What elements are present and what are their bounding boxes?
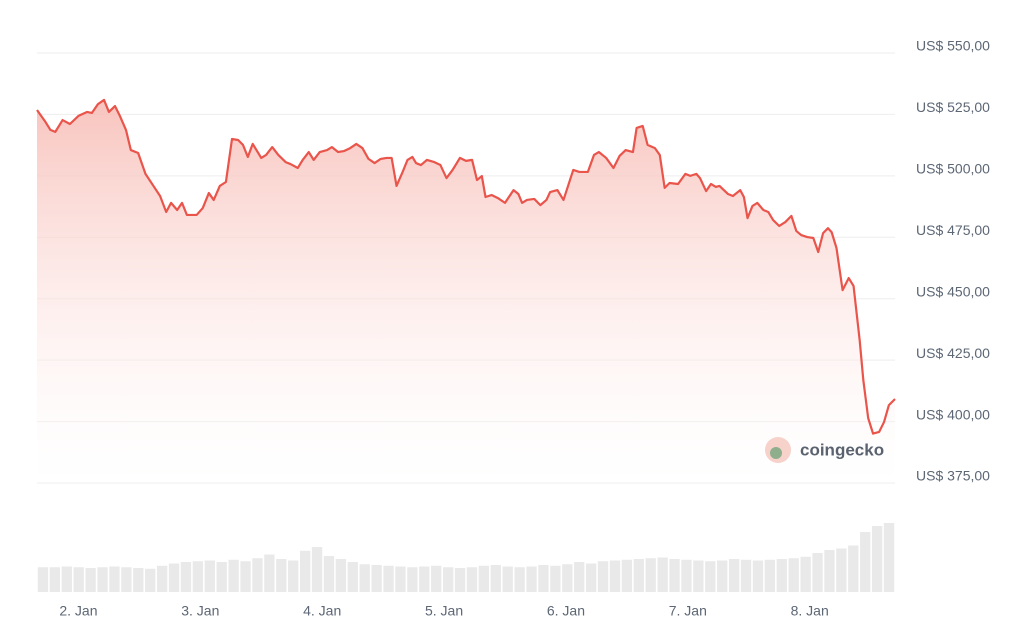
x-tick-label: 5. Jan xyxy=(425,603,463,619)
volume-bar xyxy=(216,562,227,592)
volume-bar xyxy=(800,556,811,592)
y-tick-label: US$ 500,00 xyxy=(916,161,990,177)
volume-bar xyxy=(359,564,370,592)
y-tick-label: US$ 400,00 xyxy=(916,406,990,422)
volume-bar xyxy=(514,567,525,592)
price-line xyxy=(36,98,896,435)
volume-bar xyxy=(705,561,716,592)
volume-bar xyxy=(276,559,287,592)
volume-bar xyxy=(419,566,430,592)
x-tick-label: 8. Jan xyxy=(791,603,829,619)
volume-bar xyxy=(347,562,358,592)
volume-bar xyxy=(597,561,609,592)
volume-bar xyxy=(323,556,335,592)
volume-bar xyxy=(717,560,728,592)
x-tick-label: 4. Jan xyxy=(303,603,341,619)
volume-bar xyxy=(97,567,108,592)
volume-bar xyxy=(848,545,859,592)
volume-bar xyxy=(442,567,454,592)
volume-bar xyxy=(109,566,120,592)
volume-bar xyxy=(812,553,823,592)
volume-bar xyxy=(466,567,478,592)
volume-bar xyxy=(562,564,573,592)
watermark-logo-detail xyxy=(770,447,782,459)
volume-bar xyxy=(645,558,656,592)
volume-bar xyxy=(824,550,835,592)
watermark: coingecko xyxy=(765,437,884,463)
y-tick-label: US$ 425,00 xyxy=(916,345,990,361)
volume-bar xyxy=(764,559,776,592)
volume-bar xyxy=(240,561,251,592)
volume-bar xyxy=(49,567,61,592)
volume-bar xyxy=(371,565,382,592)
price-series xyxy=(36,98,896,484)
y-tick-label: US$ 450,00 xyxy=(916,283,990,299)
x-tick-label: 3. Jan xyxy=(181,603,219,619)
y-tick-label: US$ 550,00 xyxy=(916,38,990,54)
volume-bar xyxy=(574,562,585,592)
volume-bar xyxy=(204,560,215,592)
volume-bar xyxy=(502,566,513,592)
volume-bar xyxy=(180,562,192,592)
volume-bars xyxy=(37,523,895,592)
volume-bar xyxy=(633,559,644,592)
volume-bar xyxy=(693,560,704,592)
volume-bar xyxy=(73,567,84,592)
volume-bar xyxy=(264,554,275,592)
volume-bar xyxy=(478,565,490,592)
volume-bar xyxy=(61,566,72,592)
volume-bar xyxy=(383,565,394,592)
watermark-text: coingecko xyxy=(800,440,884,459)
volume-bar xyxy=(871,526,883,592)
volume-bar xyxy=(37,567,49,592)
volume-bar xyxy=(883,523,895,592)
volume-bar xyxy=(538,565,549,592)
volume-bar xyxy=(252,558,263,592)
volume-bar xyxy=(681,559,692,592)
volume-bar xyxy=(454,568,466,592)
y-tick-label: US$ 475,00 xyxy=(916,222,990,238)
volume-bar xyxy=(621,559,633,592)
volume-bar xyxy=(288,560,299,592)
y-tick-label: US$ 525,00 xyxy=(916,99,990,115)
x-tick-label: 2. Jan xyxy=(59,603,97,619)
volume-bar xyxy=(526,566,537,592)
volume-bar xyxy=(192,561,204,592)
labels: US$ 550,00 US$ 525,00 US$ 500,00 US$ 475,00… xyxy=(59,38,990,619)
volume-bar xyxy=(657,557,668,592)
y-tick-label: US$ 375,00 xyxy=(916,468,990,484)
volume-bar xyxy=(85,568,96,592)
volume-bar xyxy=(407,567,418,592)
volume-bar xyxy=(431,565,442,592)
volume-bar xyxy=(228,559,239,592)
volume-bar xyxy=(669,559,680,592)
x-tick-label: 6. Jan xyxy=(547,603,585,619)
x-tick-label: 7. Jan xyxy=(669,603,707,619)
volume-bar xyxy=(585,563,597,592)
volume-bar xyxy=(299,550,311,592)
volume-bar xyxy=(133,568,144,592)
volume-bar xyxy=(860,532,871,592)
volume-bar xyxy=(145,568,156,592)
area xyxy=(37,99,895,484)
volume-bar xyxy=(609,560,621,592)
volume-bar xyxy=(788,558,799,592)
volume-bar xyxy=(550,565,561,592)
volume-bar xyxy=(395,566,406,592)
volume-bar xyxy=(335,559,347,592)
volume-bar xyxy=(752,560,764,592)
volume-bar xyxy=(740,559,752,592)
volume-bar xyxy=(121,567,132,592)
volume-bar xyxy=(156,565,168,592)
volume-bar xyxy=(728,559,740,592)
volume-bar xyxy=(836,548,847,592)
volume-bar xyxy=(168,563,180,592)
volume-bar xyxy=(311,547,323,592)
volume-bar xyxy=(776,559,787,592)
volume-bar xyxy=(490,565,501,592)
